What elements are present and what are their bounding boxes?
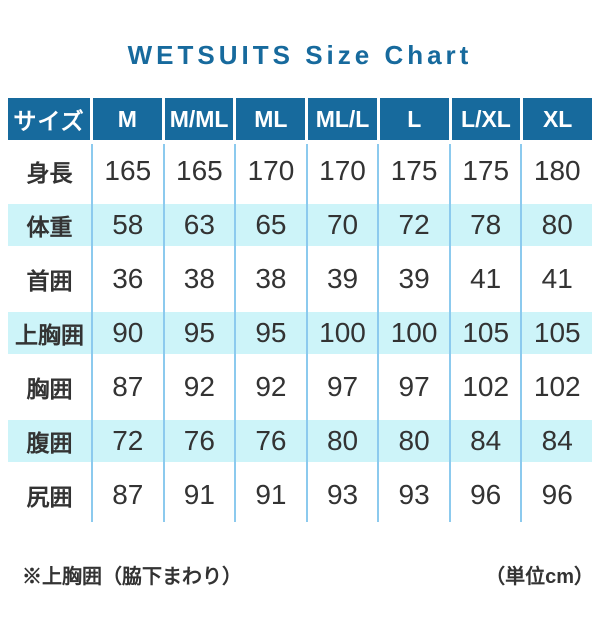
value-cell: 41	[541, 263, 573, 294]
table-footnotes: ※上胸囲（脇下まわり） （単位cm）	[0, 560, 600, 589]
row-label: 尻囲	[8, 468, 93, 522]
header-cell-m: M	[93, 98, 165, 140]
value-cell: 87	[93, 360, 165, 414]
row-label: 上胸囲	[8, 306, 93, 360]
value-cell: 105	[450, 306, 523, 360]
value-cell: 175	[451, 144, 523, 198]
header-cell-xl: XL	[523, 98, 593, 140]
header-cell-l-xl: L/XL	[451, 98, 524, 140]
value-cell: 90	[93, 306, 165, 360]
value-cell: 72	[93, 414, 165, 468]
table-row: 上胸囲 90 95 95 100 100 105 105	[8, 306, 593, 360]
row-label: 首囲	[8, 252, 93, 306]
table-row: 尻囲 87 91 91 93 93 96 96	[8, 468, 592, 522]
size-chart-page: WETSUITS Size Chart サイズ M M/ML ML ML/L L L/XL X…	[0, 42, 600, 642]
value-cell: 100	[307, 306, 380, 360]
value-cell: 165	[165, 144, 237, 198]
header-cell-l: L	[379, 98, 452, 140]
value-cell: 78	[450, 198, 523, 252]
header-cell-ml: ML	[236, 98, 309, 140]
table-row: 体重 58 63 65 70 72 78 80	[8, 198, 593, 252]
value-cell: 92	[236, 360, 308, 414]
value-cell: 102	[451, 360, 523, 414]
value-cell: 70	[307, 198, 380, 252]
value-cell: 170	[236, 144, 308, 198]
table-row: 身長 165 165 170 170 175 175 180	[8, 144, 592, 198]
value-cell: 80	[522, 198, 593, 252]
table-row: 首囲 36 38 38 39 39 41 41	[8, 252, 592, 306]
value-cell: 72	[379, 198, 451, 252]
header-cell-m-ml: M/ML	[164, 98, 237, 140]
value-cell: 95	[236, 306, 308, 360]
value-cell: 170	[308, 144, 380, 198]
value-cell: 65	[236, 198, 308, 252]
value-cell: 92	[165, 360, 237, 414]
value-cell: 96	[451, 468, 523, 522]
value-cell: 58	[93, 198, 165, 252]
value-cell: 95	[164, 306, 237, 360]
row-label: 体重	[8, 198, 93, 252]
value-cell: 39	[379, 252, 451, 306]
value-cell: 80	[307, 414, 380, 468]
page-title: WETSUITS Size Chart	[127, 40, 473, 70]
value-cell: 100	[379, 306, 451, 360]
value-cell: 175	[379, 144, 451, 198]
value-cell: 36	[93, 252, 165, 306]
value-cell: 96	[541, 479, 573, 510]
value-cell: 38	[236, 252, 308, 306]
row-label: 腹囲	[8, 414, 93, 468]
footnote-unit: （単位cm）	[485, 566, 594, 588]
value-cell: 76	[164, 414, 237, 468]
row-label: 胸囲	[8, 360, 93, 414]
footnote-upper-chest: ※上胸囲（脇下まわり）	[22, 566, 242, 588]
value-cell: 80	[379, 414, 451, 468]
row-label: 身長	[8, 144, 93, 198]
value-cell: 84	[450, 414, 523, 468]
value-cell: 165	[93, 144, 165, 198]
header-cell-ml-l: ML/L	[308, 98, 380, 140]
value-cell: 87	[93, 468, 165, 522]
value-cell: 84	[522, 414, 593, 468]
value-cell: 97	[308, 360, 380, 414]
value-cell: 97	[379, 360, 451, 414]
table-body: 身長 165 165 170 170 175 175 180 体重 58 63 65 70 72 78 80 首…	[8, 144, 593, 522]
table-row: 腹囲 72 76 76 80 80 84 84	[8, 414, 593, 468]
value-cell: 38	[165, 252, 237, 306]
value-cell: 180	[533, 155, 581, 186]
header-cell-size-label: サイズ	[8, 98, 93, 140]
value-cell: 102	[533, 371, 581, 402]
value-cell: 39	[308, 252, 380, 306]
table-header-row: サイズ M M/ML ML ML/L L L/XL XL	[8, 98, 593, 140]
value-cell: 91	[165, 468, 237, 522]
size-chart-table: サイズ M M/ML ML ML/L L L/XL XL 身長 165 165 170 170 175 1…	[8, 98, 593, 522]
value-cell: 105	[522, 306, 593, 360]
value-cell: 63	[164, 198, 237, 252]
value-cell: 93	[308, 468, 380, 522]
value-cell: 93	[379, 468, 451, 522]
table-row: 胸囲 87 92 92 97 97 102 102	[8, 360, 592, 414]
value-cell: 91	[236, 468, 308, 522]
value-cell: 41	[451, 252, 523, 306]
value-cell: 76	[236, 414, 308, 468]
